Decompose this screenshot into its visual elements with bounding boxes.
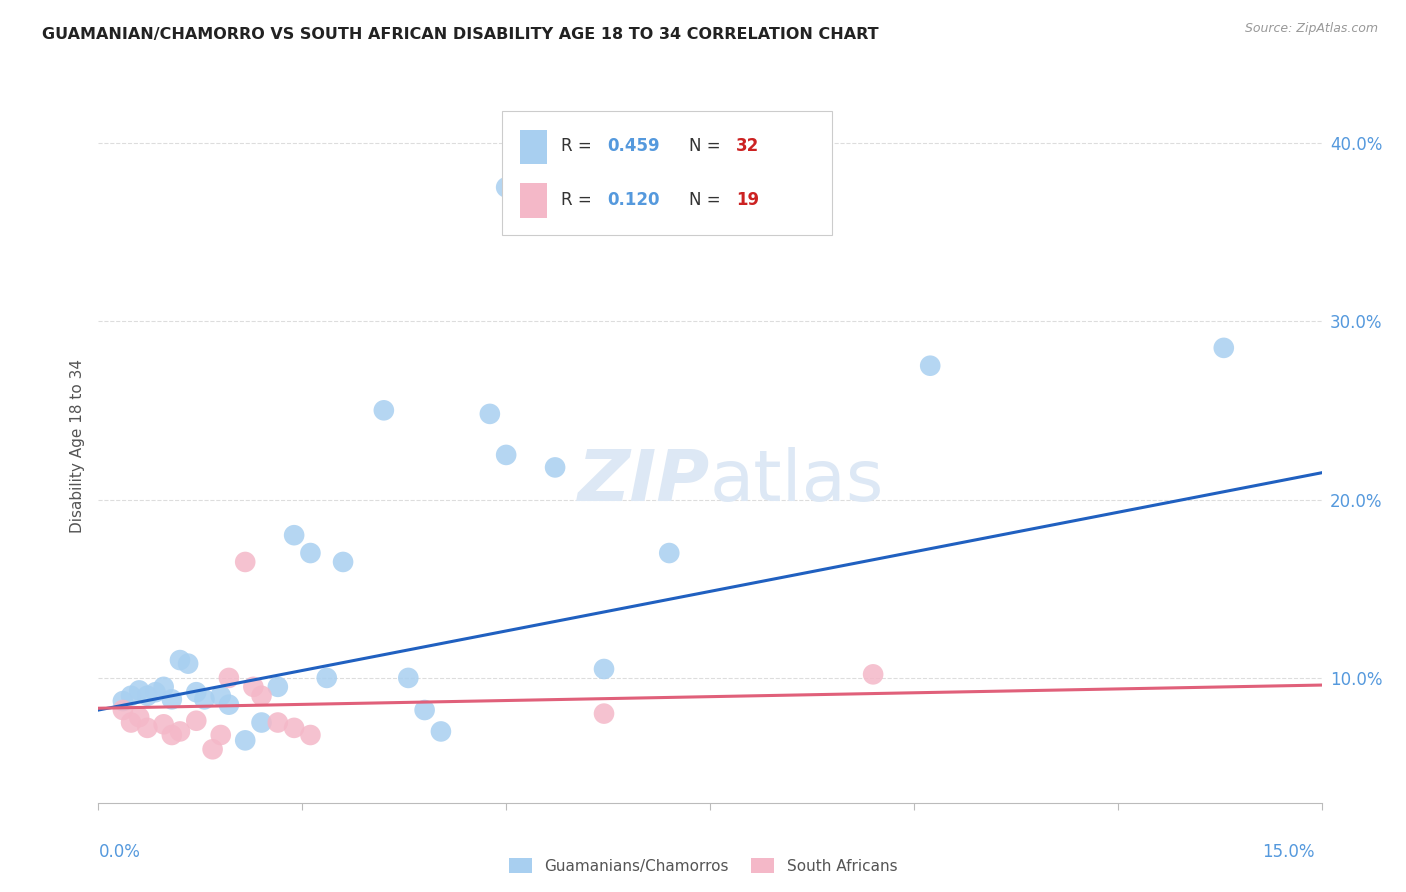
Text: 0.459: 0.459 [607,137,659,155]
Point [209,689,232,703]
Point [920,359,942,373]
Point [111,694,134,708]
Point [128,710,150,724]
Text: Source: ZipAtlas.com: Source: ZipAtlas.com [1244,22,1378,36]
Text: 19: 19 [735,191,759,209]
Point [283,528,305,542]
Text: N =: N = [689,137,725,155]
Point [201,742,224,756]
Point [218,671,240,685]
Point [136,721,159,735]
Text: ZIP: ZIP [578,447,710,516]
Text: R =: R = [561,137,596,155]
Point [128,683,150,698]
Point [544,460,567,475]
Point [152,680,174,694]
Point [209,728,232,742]
Point [267,680,290,694]
Point [593,662,616,676]
Legend: Guamanians/Chamorros, South Africans: Guamanians/Chamorros, South Africans [503,852,903,880]
Text: 0.0%: 0.0% [98,843,141,861]
Point [478,407,501,421]
Point [242,680,264,694]
Point [495,180,517,194]
Point [413,703,436,717]
Point [233,733,256,747]
Point [299,546,322,560]
Point [160,692,183,706]
Point [315,671,337,685]
Point [250,715,273,730]
Point [136,689,159,703]
FancyBboxPatch shape [502,111,832,235]
Point [145,685,167,699]
Text: 0.120: 0.120 [607,191,659,209]
Text: N =: N = [689,191,725,209]
Point [1212,341,1234,355]
Point [267,715,290,730]
Point [160,728,183,742]
Text: 32: 32 [735,137,759,155]
Point [283,721,305,735]
Y-axis label: Disability Age 18 to 34: Disability Age 18 to 34 [69,359,84,533]
Point [177,657,200,671]
Point [186,714,208,728]
Point [862,667,884,681]
Text: R =: R = [561,191,596,209]
Text: 15.0%: 15.0% [1263,843,1315,861]
Point [332,555,354,569]
Point [120,715,142,730]
FancyBboxPatch shape [520,130,547,164]
Point [250,689,273,703]
Point [299,728,322,742]
Point [120,689,142,703]
Point [593,706,616,721]
Point [373,403,395,417]
Point [658,546,681,560]
Point [430,724,453,739]
FancyBboxPatch shape [520,184,547,218]
Point [218,698,240,712]
Point [495,448,517,462]
Point [111,703,134,717]
Point [193,692,215,706]
Point [169,724,191,739]
Point [233,555,256,569]
Point [169,653,191,667]
Point [396,671,419,685]
Text: atlas: atlas [710,447,884,516]
Text: GUAMANIAN/CHAMORRO VS SOUTH AFRICAN DISABILITY AGE 18 TO 34 CORRELATION CHART: GUAMANIAN/CHAMORRO VS SOUTH AFRICAN DISA… [42,27,879,42]
Point [152,717,174,731]
Point [186,685,208,699]
